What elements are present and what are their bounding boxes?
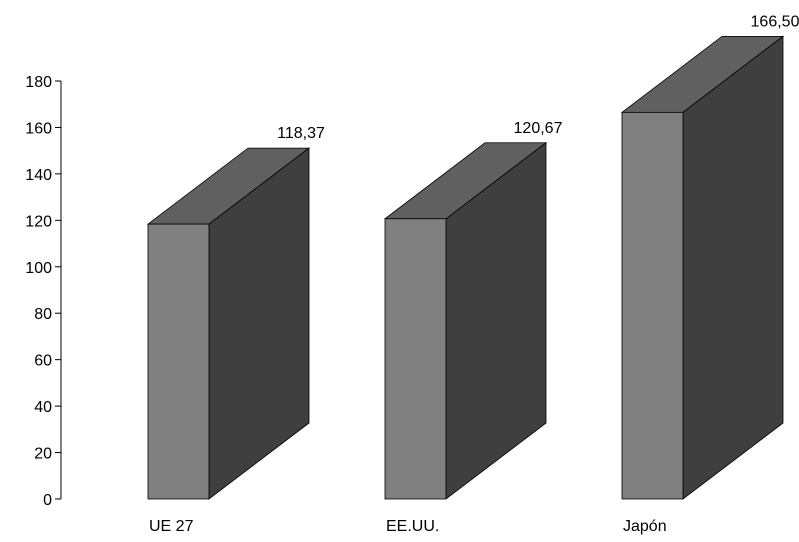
x-category-label: Japón bbox=[623, 518, 667, 535]
bar bbox=[383, 141, 548, 500]
bar-front-face bbox=[621, 111, 684, 500]
bar-front-face bbox=[384, 218, 447, 500]
y-tick-label: 140 bbox=[25, 167, 52, 184]
bar-front-face bbox=[147, 223, 210, 500]
y-axis: 0 20 40 60 80 100 120 140 160 180 bbox=[25, 74, 62, 509]
bar-side-face bbox=[682, 35, 784, 500]
bar-value-label: 118,37 bbox=[277, 125, 325, 142]
bar-value-label: 120,67 bbox=[514, 120, 563, 137]
x-category-label: EE.UU. bbox=[386, 518, 439, 535]
labels: 118,37 UE 27 120,67 EE.UU. 166,50 Japón bbox=[149, 13, 799, 535]
y-tick-label: 80 bbox=[34, 306, 52, 323]
y-tick-label: 20 bbox=[34, 446, 52, 463]
y-tick-label: 160 bbox=[25, 120, 52, 137]
bar-value-label: 166,50 bbox=[751, 13, 799, 30]
y-tick-label: 120 bbox=[25, 213, 52, 230]
y-tick-label: 180 bbox=[25, 74, 52, 91]
bar bbox=[620, 35, 785, 500]
y-tick-label: 0 bbox=[43, 492, 52, 509]
y-tick-label: 40 bbox=[34, 399, 52, 416]
bars bbox=[146, 35, 785, 500]
y-tick-label: 60 bbox=[34, 353, 52, 370]
x-category-label: UE 27 bbox=[149, 518, 194, 535]
y-tick-label: 100 bbox=[25, 260, 52, 277]
bar bbox=[146, 147, 311, 500]
